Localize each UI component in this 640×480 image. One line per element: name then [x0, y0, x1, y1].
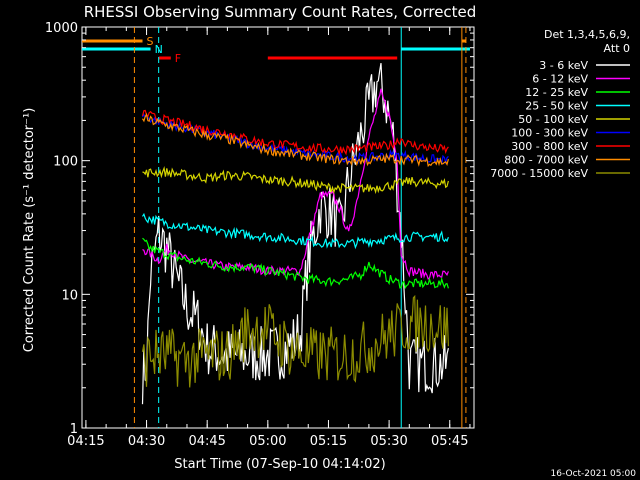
series-line-25-50keV — [141, 212, 449, 250]
axes: 04:15 04:30 04:45 05:00 05:15 05:30 05:45 1 10 10… — [45, 21, 474, 449]
plot-area — [81, 26, 475, 429]
plot-frame — [81, 26, 475, 429]
y-tick-label: 1 — [70, 422, 78, 437]
legend-entry: 800 - 7000 keV — [504, 154, 588, 167]
series-line-300-800keV — [141, 109, 449, 157]
y-axis-label: Corrected Count Rate (s⁻¹ detector⁻¹) — [22, 108, 37, 353]
series-line-50-100keV — [142, 165, 449, 195]
legend-entry: 25 - 50 keV — [525, 100, 588, 113]
legend-entry: 6 - 12 keV — [532, 73, 588, 86]
legend-entry: 50 - 100 keV — [518, 113, 588, 126]
legend-entry: 12 - 25 keV — [525, 86, 588, 99]
flag-bars: SNF — [82, 35, 470, 65]
x-tick-label: 05:00 — [249, 434, 286, 449]
footer-date: 16-Oct-2021 05:00 — [551, 469, 637, 479]
legend-header-att: Att 0 — [604, 42, 630, 55]
legend-entry: 100 - 300 keV — [511, 127, 588, 140]
flag-label: S — [147, 35, 154, 48]
legend-entry: 300 - 800 keV — [511, 140, 588, 153]
chart-title: RHESSI Observing Summary Count Rates, Co… — [84, 3, 477, 21]
series-line-7000-15000keV — [141, 294, 449, 388]
series-line-12-25keV — [142, 237, 449, 290]
y-tick-label: 100 — [53, 155, 78, 170]
series-lines — [141, 63, 449, 405]
x-tick-label: 05:15 — [310, 434, 347, 449]
x-tick-label: 04:15 — [67, 434, 104, 449]
legend-entry: 7000 - 15000 keV — [490, 167, 588, 180]
x-tick-label: 05:45 — [431, 434, 468, 449]
legend-entry: 3 - 6 keV — [539, 59, 588, 72]
flag-label: F — [175, 52, 181, 65]
legend-header: Det 1,3,4,5,6,9, — [544, 28, 630, 41]
x-tick-label: 04:30 — [128, 434, 165, 449]
time-markers — [133, 27, 467, 428]
x-axis-label: Start Time (07-Sep-10 04:14:02) — [174, 457, 385, 472]
y-tick-label: 10 — [61, 288, 78, 303]
y-tick-label: 1000 — [45, 21, 78, 36]
x-tick-label: 04:45 — [188, 434, 225, 449]
series-line-800-7000keV — [141, 112, 449, 168]
x-tick-label: 05:30 — [370, 434, 407, 449]
